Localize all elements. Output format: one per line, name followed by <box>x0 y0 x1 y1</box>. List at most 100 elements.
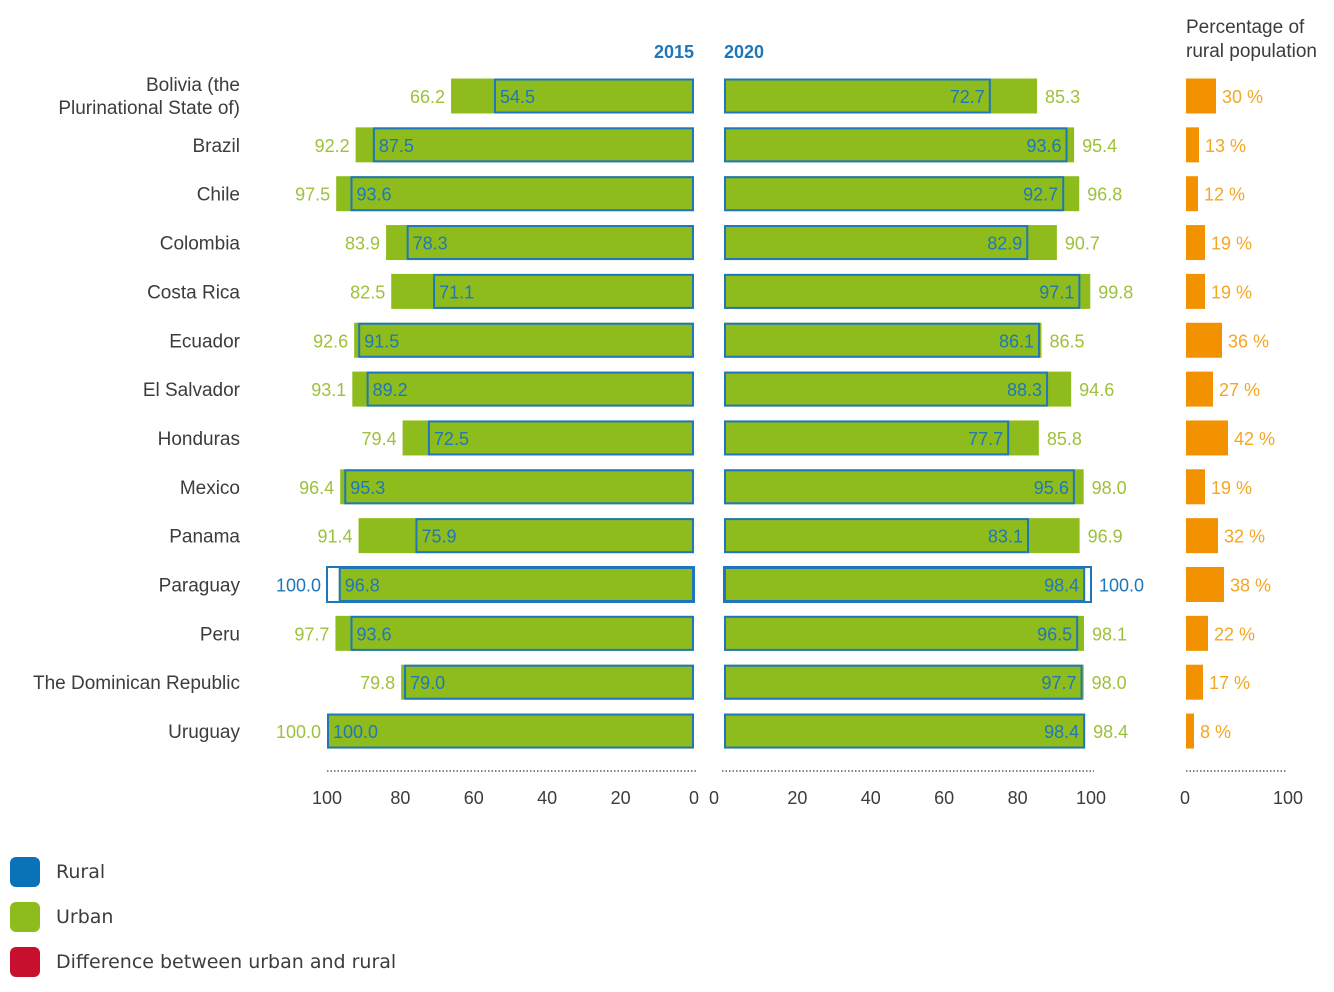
urban-value-2015: 93.1 <box>311 380 346 400</box>
urban-value-2020: 95.4 <box>1082 136 1117 156</box>
x-tick-label-rural-population: 100 <box>1273 788 1303 808</box>
rural-bar-2015 <box>372 127 694 163</box>
urban-bar-2015 <box>451 78 694 114</box>
rural-population-bar <box>1186 273 1205 309</box>
rural-bar-2015 <box>427 420 694 456</box>
legend-item-urban: Urban <box>10 902 396 932</box>
urban-value-2020: 94.6 <box>1079 380 1114 400</box>
urban-fill-2015 <box>338 568 694 601</box>
rural-population-value: 13 % <box>1205 136 1246 156</box>
rural-population-bar <box>1186 176 1198 212</box>
rural-value-2015: 89.2 <box>373 380 408 400</box>
urban-bar-2020 <box>724 273 1091 309</box>
rural-population-bar <box>1186 469 1205 505</box>
rural-bar-2020 <box>724 615 1079 651</box>
country-label: El Salvador <box>143 380 241 401</box>
x-tick-label-2015: 0 <box>689 788 699 808</box>
rural-value-2020: 88.3 <box>1007 380 1042 400</box>
rural-population-bar <box>1186 713 1194 749</box>
urban-bar-2015 <box>355 127 694 163</box>
urban-bar-2015 <box>358 518 694 554</box>
x-tick-label-2020: 60 <box>934 788 954 808</box>
rural-value-2015: 93.6 <box>356 185 391 205</box>
urban-value-2020: 96.9 <box>1088 527 1123 547</box>
country-label: Panama <box>169 527 240 548</box>
rural-population-bar <box>1186 518 1218 554</box>
urban-value-2020: 98.0 <box>1092 673 1127 693</box>
urban-bar-2020 <box>724 469 1084 505</box>
rural-bar-2020 <box>724 518 1029 554</box>
urban-bar-2020 <box>724 615 1085 651</box>
rural-population-value: 19 % <box>1211 234 1252 254</box>
urban-bar-2015 <box>340 469 694 505</box>
rural-population-value: 19 % <box>1211 282 1252 302</box>
rural-bar-2020 <box>724 322 1040 358</box>
rural-population-bar <box>1186 127 1199 163</box>
rural-population-bar <box>1186 567 1224 602</box>
urban-value-2020: 98.1 <box>1092 624 1127 644</box>
urban-bar-2015 <box>336 176 694 212</box>
x-tick-label-2015: 60 <box>464 788 484 808</box>
rural-bar-2020 <box>724 273 1081 309</box>
rural-bar-2020 <box>724 371 1049 407</box>
urban-bar-2020 <box>724 322 1042 358</box>
x-tick-label-2015: 80 <box>390 788 410 808</box>
rural-population-value: 17 % <box>1209 673 1250 693</box>
urban-value-2020: 96.8 <box>1087 185 1122 205</box>
country-label: Bolivia (the <box>146 75 240 96</box>
rural-bar-2020 <box>724 469 1075 505</box>
x-tick-label-2020: 100 <box>1076 788 1106 808</box>
rural-bar-2015 <box>327 713 694 749</box>
rural-value-2020: 97.7 <box>1042 673 1077 693</box>
country-label: The Dominican Republic <box>33 673 240 694</box>
urban-bar-2020 <box>724 713 1086 749</box>
rural-population-bar <box>1186 225 1205 261</box>
rural-value-2020: 93.6 <box>1026 136 1061 156</box>
rural-bar-2020 <box>724 713 1086 749</box>
rural-population-bar <box>1186 664 1203 700</box>
rural-population-value: 19 % <box>1211 478 1252 498</box>
urban-value-2015: 79.4 <box>362 429 397 449</box>
rural-value-2015: 95.3 <box>350 478 385 498</box>
legend-label-difference: Difference between urban and rural <box>56 951 397 973</box>
rural-bar-2020 <box>724 127 1068 163</box>
rural-population-value: 38 % <box>1230 576 1271 596</box>
country-label: Ecuador <box>169 331 240 352</box>
rural-population-bar <box>1186 615 1208 651</box>
year-2015-label: 2015 <box>654 42 694 62</box>
urban-value-2020: 98.4 <box>1093 722 1128 742</box>
urban-value-2020: 99.8 <box>1098 282 1133 302</box>
urban-value-2020: 85.8 <box>1047 429 1082 449</box>
x-tick-label-2015: 100 <box>312 788 342 808</box>
urban-value-2015: 96.4 <box>299 478 334 498</box>
rural-bar-2015 <box>350 176 694 212</box>
rural-bar-2020 <box>724 420 1010 456</box>
country-label: Uruguay <box>168 722 240 743</box>
country-label: Chile <box>197 185 240 206</box>
rural-value-2015: 75.9 <box>421 527 456 547</box>
x-tick-label-2020: 0 <box>709 788 719 808</box>
rural-population-value: 32 % <box>1224 527 1265 547</box>
urban-bar-2015 <box>352 371 694 407</box>
rural-value-2020: 98.4 <box>1044 576 1079 596</box>
urban-value-2015: 92.2 <box>315 136 350 156</box>
rural-bar-2020 <box>724 567 1086 602</box>
rural-bar-2015 <box>350 615 694 651</box>
rural-bar-2015 <box>338 567 694 602</box>
rural-value-2020: 86.1 <box>999 331 1034 351</box>
urban-bar-2015 <box>401 664 694 700</box>
urban-value-2015: 66.2 <box>410 87 445 107</box>
rural-population-value: 30 % <box>1222 87 1263 107</box>
urban-value-2020: 98.0 <box>1092 478 1127 498</box>
urban-bar-2020 <box>724 371 1072 407</box>
rural-value-2020: 72.7 <box>950 87 985 107</box>
rural-value-2015: 100.0 <box>333 722 378 742</box>
legend-swatch-difference <box>10 947 40 977</box>
rural-bar-2020 <box>724 78 991 114</box>
urban-value-2015: 79.8 <box>360 673 395 693</box>
country-label: Mexico <box>180 478 240 499</box>
rural-population-bar <box>1186 420 1228 456</box>
rural-bar-2015 <box>344 469 694 505</box>
x-tick-label-2015: 20 <box>611 788 631 808</box>
rural-population-bar <box>1186 371 1213 407</box>
